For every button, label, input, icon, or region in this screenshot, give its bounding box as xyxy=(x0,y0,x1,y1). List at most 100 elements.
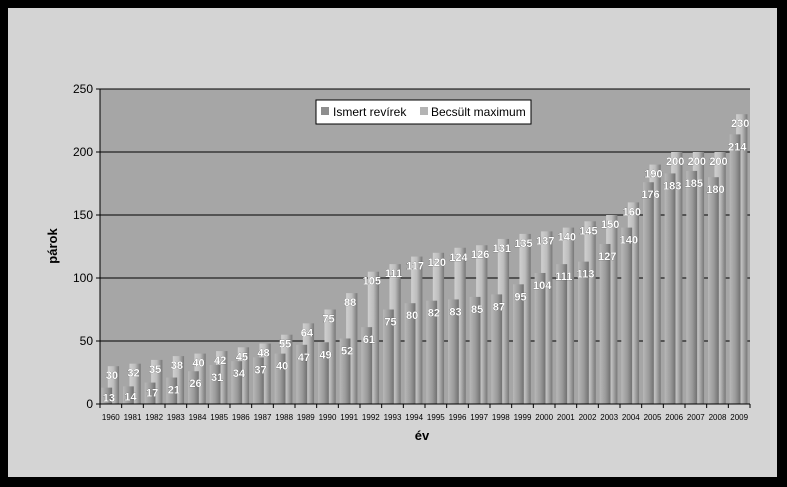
x-tick-label: 2007 xyxy=(687,413,705,422)
data-label-becsult-maximum: 120 xyxy=(428,257,446,269)
data-label-ismert-revirek: 140 xyxy=(620,235,638,247)
data-label-becsult-maximum: 140 xyxy=(558,232,576,244)
bar-becsult-maximum xyxy=(411,256,423,404)
plot-area xyxy=(100,89,750,404)
bar-ismert-revirek xyxy=(599,243,611,404)
x-tick-label: 1991 xyxy=(340,413,358,422)
bar-ismert-revirek xyxy=(707,177,719,404)
x-tick-label: 1997 xyxy=(470,413,488,422)
data-label-becsult-maximum: 48 xyxy=(257,348,269,360)
data-label-becsult-maximum: 145 xyxy=(579,225,597,237)
bar-ismert-revirek xyxy=(512,284,524,404)
bar-becsult-maximum xyxy=(107,366,120,404)
bar-ismert-revirek xyxy=(447,299,459,404)
x-tick-label: 1992 xyxy=(362,413,380,422)
bar-ismert-revirek xyxy=(491,294,503,404)
bar-becsult-maximum xyxy=(671,152,683,404)
legend-label-series1: Ismert revírek xyxy=(333,105,407,119)
bar-becsult-maximum xyxy=(649,164,661,404)
data-label-ismert-revirek: 40 xyxy=(276,361,288,373)
x-tick-label: 2005 xyxy=(644,413,662,422)
data-label-becsult-maximum: 124 xyxy=(449,252,468,264)
legend-swatch-series2 xyxy=(420,107,428,115)
x-tick-label: 1985 xyxy=(210,413,228,422)
data-label-ismert-revirek: 26 xyxy=(189,378,201,390)
data-label-ismert-revirek: 52 xyxy=(341,345,353,357)
x-tick-label: 2009 xyxy=(730,413,748,422)
x-tick-label: 1989 xyxy=(297,413,315,422)
x-tick-label: 1990 xyxy=(319,413,337,422)
data-label-ismert-revirek: 61 xyxy=(363,334,375,346)
data-label-becsult-maximum: 126 xyxy=(471,249,489,261)
bar-becsult-maximum xyxy=(259,343,271,404)
bar-becsult-maximum xyxy=(714,152,726,404)
bar-ismert-revirek xyxy=(101,387,113,404)
bar-ismert-revirek xyxy=(686,170,698,404)
data-label-becsult-maximum: 64 xyxy=(301,327,314,339)
x-tick-label: 1983 xyxy=(167,413,185,422)
data-label-becsult-maximum: 30 xyxy=(106,370,118,382)
y-tick-label: 0 xyxy=(86,397,93,411)
bar-ismert-revirek xyxy=(621,227,633,404)
data-label-ismert-revirek: 31 xyxy=(211,372,223,384)
bar-ismert-revirek xyxy=(361,327,373,404)
bar-becsult-maximum xyxy=(151,359,163,404)
x-tick-label: 1984 xyxy=(189,413,207,422)
bar-ismert-revirek xyxy=(209,364,221,404)
data-label-becsult-maximum: 150 xyxy=(601,219,619,231)
bar-ismert-revirek xyxy=(339,338,351,404)
data-label-ismert-revirek: 113 xyxy=(577,269,595,281)
bar-becsult-maximum xyxy=(519,233,531,404)
bar-ismert-revirek xyxy=(469,296,481,404)
data-label-becsult-maximum: 40 xyxy=(192,358,204,370)
data-label-becsult-maximum: 131 xyxy=(493,243,511,255)
data-label-becsult-maximum: 111 xyxy=(385,268,402,280)
data-label-becsult-maximum: 117 xyxy=(406,261,424,273)
data-label-becsult-maximum: 230 xyxy=(731,118,749,130)
data-label-ismert-revirek: 13 xyxy=(103,393,115,405)
bar-ismert-revirek xyxy=(166,377,178,404)
data-label-ismert-revirek: 49 xyxy=(319,349,331,361)
bar-ismert-revirek xyxy=(231,361,243,404)
y-tick-label: 200 xyxy=(73,145,93,159)
x-tick-label: 1986 xyxy=(232,413,250,422)
x-tick-label: 1987 xyxy=(254,413,272,422)
data-label-ismert-revirek: 14 xyxy=(124,391,137,403)
x-tick-label: 2000 xyxy=(535,413,553,422)
bar-ismert-revirek xyxy=(729,134,741,405)
bar-ismert-revirek xyxy=(556,264,568,404)
legend: Ismert revírek Becsült maximum xyxy=(315,99,532,125)
data-label-ismert-revirek: 183 xyxy=(663,180,681,192)
y-tick-label: 50 xyxy=(80,334,94,348)
x-tick-label: 1982 xyxy=(145,413,163,422)
x-tick-label: 1995 xyxy=(427,413,445,422)
bar-ismert-revirek xyxy=(296,344,308,404)
bar-becsult-maximum xyxy=(172,356,185,404)
data-label-becsult-maximum: 160 xyxy=(623,206,641,218)
bar-ismert-revirek xyxy=(187,371,199,404)
y-axis-title: párok xyxy=(45,228,60,264)
legend-label-series2: Becsült maximum xyxy=(431,105,526,119)
bar-becsult-maximum xyxy=(627,202,640,404)
x-tick-label: 2008 xyxy=(709,413,727,422)
data-label-becsult-maximum: 137 xyxy=(536,235,554,247)
chart: 3013321435173821402642314534483755406447… xyxy=(45,82,751,443)
bar-becsult-maximum xyxy=(389,264,401,404)
data-label-ismert-revirek: 82 xyxy=(428,308,440,320)
data-label-ismert-revirek: 95 xyxy=(514,291,526,303)
bar-becsult-maximum xyxy=(324,309,336,404)
bar-becsult-maximum xyxy=(281,334,293,404)
x-axis-title: év xyxy=(415,428,430,443)
data-label-ismert-revirek: 37 xyxy=(254,364,266,376)
bar-ismert-revirek xyxy=(426,300,438,404)
y-tick-label: 150 xyxy=(73,208,93,222)
data-label-ismert-revirek: 104 xyxy=(533,280,552,292)
bar-ismert-revirek xyxy=(534,272,546,404)
bar-becsult-maximum xyxy=(541,231,553,404)
data-label-ismert-revirek: 83 xyxy=(449,306,461,318)
data-label-ismert-revirek: 214 xyxy=(728,141,747,153)
bar-becsult-maximum xyxy=(216,351,228,404)
data-label-becsult-maximum: 135 xyxy=(514,238,532,250)
data-label-ismert-revirek: 75 xyxy=(384,317,396,329)
bar-becsult-maximum xyxy=(606,215,618,404)
